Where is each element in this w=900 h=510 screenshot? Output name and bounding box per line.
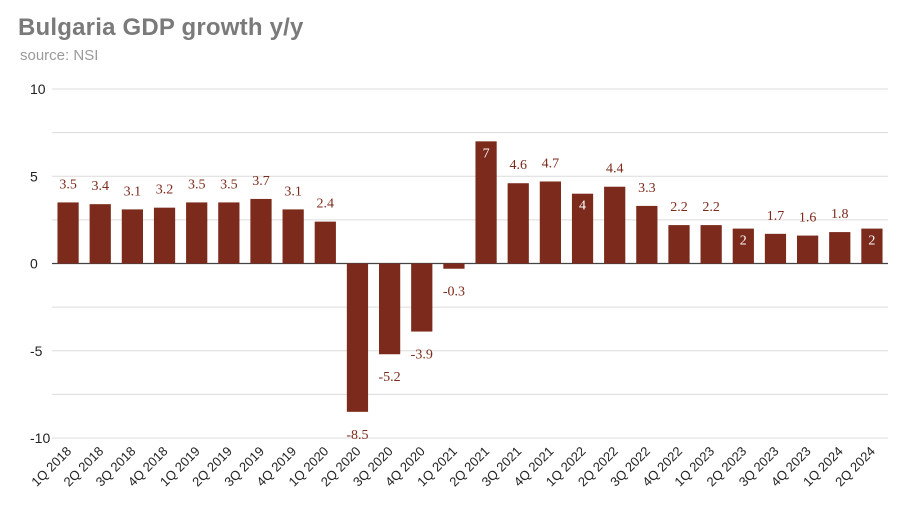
data-label: 4 bbox=[579, 199, 586, 214]
bar bbox=[57, 202, 79, 264]
data-label: 2 bbox=[740, 234, 747, 249]
bar bbox=[507, 183, 529, 264]
y-tick-label: -5 bbox=[30, 343, 43, 359]
bar bbox=[153, 207, 176, 264]
data-label: 4.4 bbox=[606, 162, 624, 177]
bar bbox=[797, 235, 819, 264]
y-tick-label: 0 bbox=[30, 256, 38, 272]
data-label: 7 bbox=[483, 146, 490, 161]
data-label: -3.9 bbox=[411, 348, 433, 363]
bar bbox=[314, 221, 336, 264]
chart-subtitle: source: NSI bbox=[20, 47, 99, 64]
data-label: 1.8 bbox=[831, 207, 849, 222]
bar bbox=[571, 193, 594, 264]
data-label: 3.7 bbox=[252, 174, 270, 189]
data-label: 1.6 bbox=[799, 211, 817, 226]
data-label: 3.5 bbox=[220, 177, 238, 192]
bar bbox=[346, 263, 369, 412]
bar bbox=[250, 198, 272, 264]
bar bbox=[604, 186, 626, 264]
data-label: -8.5 bbox=[346, 428, 368, 443]
data-label: 3.5 bbox=[59, 177, 77, 192]
bar bbox=[475, 141, 497, 264]
bar bbox=[411, 263, 433, 332]
bar bbox=[186, 202, 208, 264]
bar bbox=[636, 205, 658, 264]
bar bbox=[443, 263, 465, 269]
data-label: 2 bbox=[868, 234, 875, 249]
data-label: 3.4 bbox=[91, 179, 109, 194]
bar bbox=[668, 225, 690, 264]
bar bbox=[282, 209, 304, 264]
bar bbox=[829, 232, 851, 264]
data-label: 3.1 bbox=[124, 184, 142, 199]
data-label: 1.7 bbox=[767, 209, 785, 224]
bar bbox=[218, 202, 240, 264]
chart-title: Bulgaria GDP growth y/y bbox=[18, 14, 304, 41]
data-label: 2.2 bbox=[670, 200, 688, 215]
data-label: 4.7 bbox=[542, 156, 560, 171]
y-tick-label: -10 bbox=[30, 430, 50, 446]
data-label: -0.3 bbox=[443, 285, 465, 300]
bar bbox=[121, 209, 143, 264]
bar bbox=[764, 233, 787, 264]
data-label: -5.2 bbox=[379, 370, 401, 385]
bar bbox=[379, 263, 401, 355]
y-tick-label: 10 bbox=[30, 81, 46, 97]
bar bbox=[539, 181, 561, 264]
data-label: 4.6 bbox=[509, 158, 527, 173]
bar bbox=[861, 228, 883, 264]
data-label: 2.4 bbox=[317, 197, 335, 212]
bar bbox=[89, 204, 111, 264]
data-label: 3.1 bbox=[284, 184, 302, 199]
data-label: 3.2 bbox=[156, 183, 174, 198]
data-label: 2.2 bbox=[702, 200, 720, 215]
bar bbox=[700, 225, 722, 264]
data-label: 3.3 bbox=[638, 181, 656, 196]
data-label: 3.5 bbox=[188, 177, 206, 192]
y-tick-label: 5 bbox=[30, 168, 38, 184]
bar bbox=[732, 228, 754, 264]
